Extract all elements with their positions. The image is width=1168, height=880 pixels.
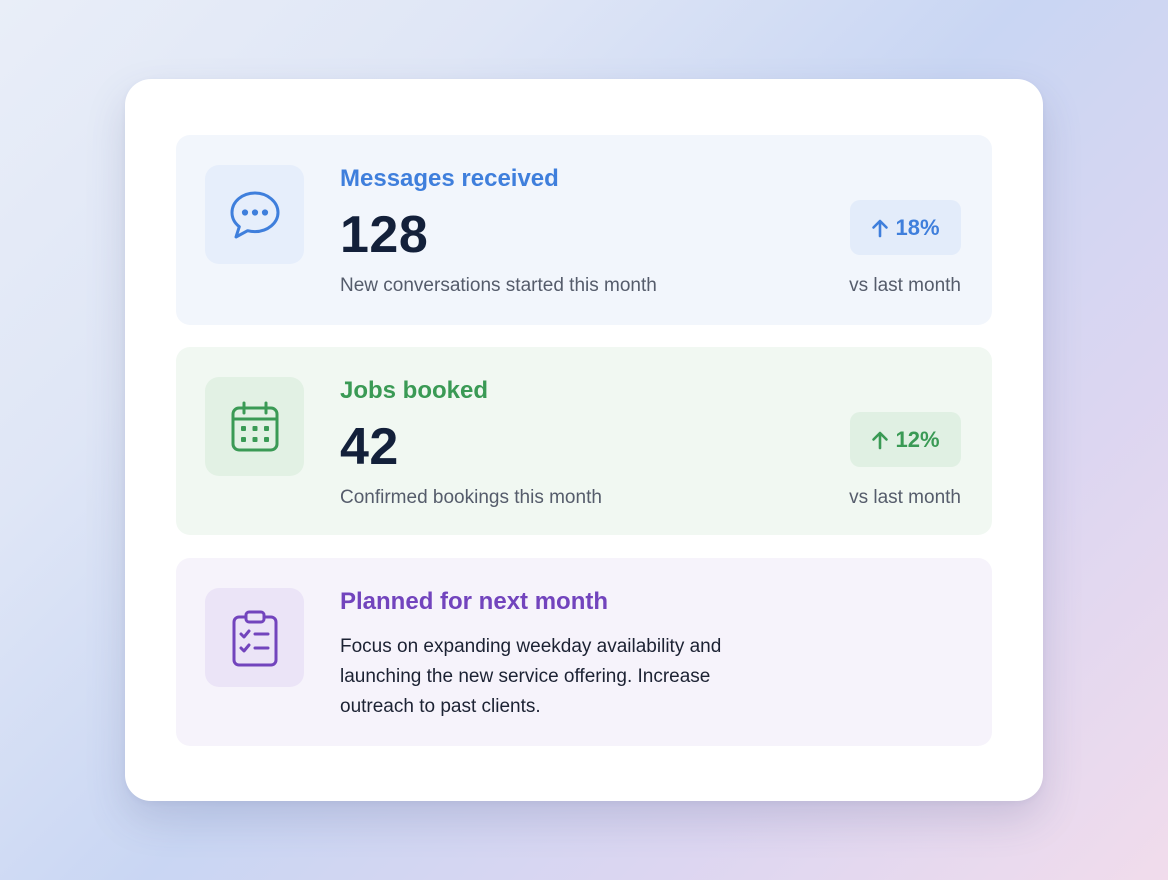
jobs-description: Confirmed bookings this month — [340, 487, 602, 508]
jobs-title: Jobs booked — [340, 377, 489, 404]
messages-change-value: 18% — [895, 214, 940, 240]
calendar-icon — [231, 401, 278, 451]
jobs-icon-box — [205, 377, 304, 476]
plan-description: Focus on expanding weekday availability … — [340, 636, 722, 717]
messages-received-panel: Messages received 128 New conversations … — [176, 135, 992, 325]
messages-count: 128 — [340, 206, 429, 264]
arrow-up-icon — [872, 219, 889, 237]
messages-change-badge: 18% — [850, 200, 961, 255]
messages-icon-box — [205, 165, 304, 264]
jobs-change-value: 12% — [895, 426, 940, 452]
plan-icon-box — [205, 588, 304, 687]
summary-card: Messages received 128 New conversations … — [125, 79, 1043, 801]
messages-title: Messages received — [340, 165, 559, 192]
plan-title: Planned for next month — [340, 588, 609, 615]
arrow-up-icon — [872, 431, 889, 449]
messages-description: New conversations started this month — [340, 275, 657, 296]
messages-comparison: vs last month — [849, 275, 961, 296]
chat-bubble-icon — [230, 191, 279, 238]
clipboard-checklist-icon — [232, 610, 277, 666]
jobs-change-badge: 12% — [850, 412, 961, 467]
next-month-plan-panel: Planned for next month Focus on expandin… — [176, 558, 992, 746]
jobs-booked-panel: Jobs booked 42 Confirmed bookings this m… — [176, 347, 992, 535]
jobs-count: 42 — [340, 418, 399, 476]
jobs-comparison: vs last month — [849, 487, 961, 508]
